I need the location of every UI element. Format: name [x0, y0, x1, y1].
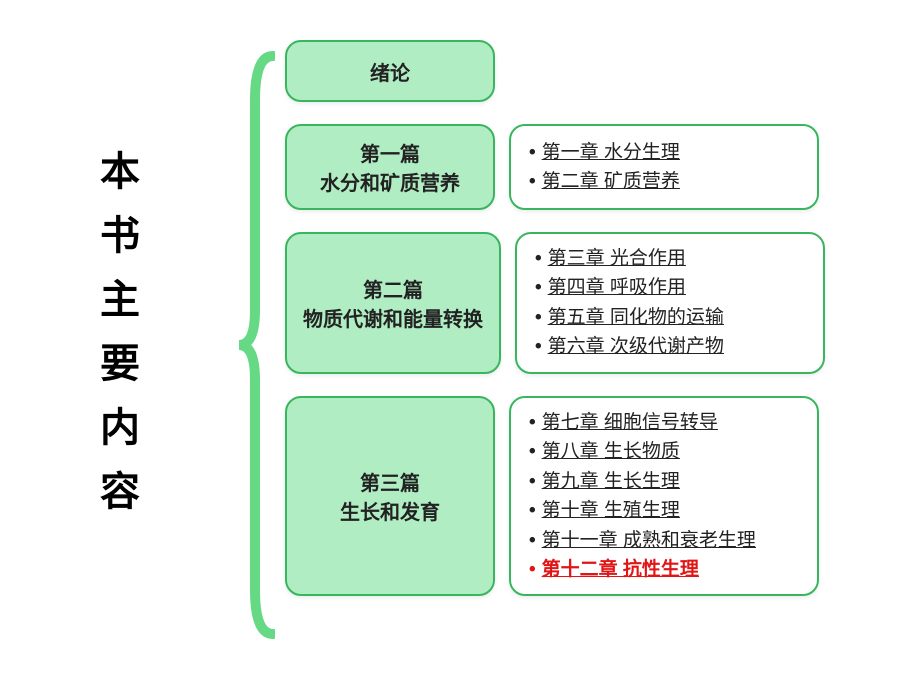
section-label-intro: 绪论	[285, 40, 495, 102]
chapter-item: 第三章 光合作用	[535, 244, 805, 273]
section-label-p2: 第二篇 物质代谢和能量转换	[285, 232, 501, 374]
title-char: 本	[100, 140, 140, 204]
section-p3: 第三篇 生长和发育 第七章 细胞信号转导 第八章 生长物质 第九章 生长生理 第…	[285, 396, 825, 597]
chapter-item: 第四章 呼吸作用	[535, 273, 805, 302]
section-line: 第一篇	[303, 138, 477, 167]
title-char: 容	[100, 460, 140, 524]
chapter-link[interactable]: 第十章 生殖生理	[542, 496, 680, 525]
section-label-p1: 第一篇 水分和矿质营养	[285, 124, 495, 210]
chapter-item: 第二章 矿质营养	[529, 167, 799, 196]
brace-icon	[235, 50, 275, 640]
chapter-link[interactable]: 第三章 光合作用	[548, 244, 686, 273]
chapter-item: 第八章 生长物质	[529, 437, 799, 466]
chapter-link[interactable]: 第十二章 抗性生理	[542, 555, 699, 584]
title-char: 内	[100, 396, 140, 460]
chapter-link[interactable]: 第八章 生长物质	[542, 437, 680, 466]
section-p2: 第二篇 物质代谢和能量转换 第三章 光合作用 第四章 呼吸作用 第五章 同化物的…	[285, 232, 825, 374]
chapter-link[interactable]: 第七章 细胞信号转导	[542, 408, 718, 437]
chapter-link[interactable]: 第一章 水分生理	[542, 138, 680, 167]
chapter-link[interactable]: 第二章 矿质营养	[542, 167, 680, 196]
section-line: 第二篇	[303, 274, 483, 303]
vertical-title: 本 书 主 要 内 容	[100, 140, 140, 524]
title-char: 要	[100, 332, 140, 396]
chapter-link[interactable]: 第四章 呼吸作用	[548, 273, 686, 302]
chapter-list-p2: 第三章 光合作用 第四章 呼吸作用 第五章 同化物的运输 第六章 次级代谢产物	[515, 232, 825, 374]
chapter-item: 第九章 生长生理	[529, 467, 799, 496]
chapter-list-p1: 第一章 水分生理 第二章 矿质营养	[509, 124, 819, 210]
chapter-link[interactable]: 第五章 同化物的运输	[548, 303, 724, 332]
chapter-item: 第一章 水分生理	[529, 138, 799, 167]
chapter-item: 第五章 同化物的运输	[535, 303, 805, 332]
chapter-link[interactable]: 第六章 次级代谢产物	[548, 332, 724, 361]
section-line: 绪论	[303, 57, 477, 86]
section-line: 物质代谢和能量转换	[303, 303, 483, 332]
title-char: 书	[100, 204, 140, 268]
section-p1: 第一篇 水分和矿质营养 第一章 水分生理 第二章 矿质营养	[285, 124, 825, 210]
chapter-list-p3: 第七章 细胞信号转导 第八章 生长物质 第九章 生长生理 第十章 生殖生理 第十…	[509, 396, 819, 597]
section-line: 水分和矿质营养	[303, 167, 477, 196]
chapter-item-highlight: 第十二章 抗性生理	[529, 555, 799, 584]
chapter-item: 第十章 生殖生理	[529, 496, 799, 525]
section-intro: 绪论	[285, 40, 825, 102]
chapter-item: 第七章 细胞信号转导	[529, 408, 799, 437]
title-char: 主	[100, 268, 140, 332]
chapter-item: 第六章 次级代谢产物	[535, 332, 805, 361]
section-label-p3: 第三篇 生长和发育	[285, 396, 495, 597]
section-line: 第三篇	[303, 467, 477, 496]
section-line: 生长和发育	[303, 496, 477, 525]
chapter-link[interactable]: 第十一章 成熟和衰老生理	[542, 526, 756, 555]
chapter-link[interactable]: 第九章 生长生理	[542, 467, 680, 496]
chapter-item: 第十一章 成熟和衰老生理	[529, 526, 799, 555]
sections-container: 绪论 第一篇 水分和矿质营养 第一章 水分生理 第二章 矿质营养 第二篇 物质代…	[285, 40, 825, 596]
